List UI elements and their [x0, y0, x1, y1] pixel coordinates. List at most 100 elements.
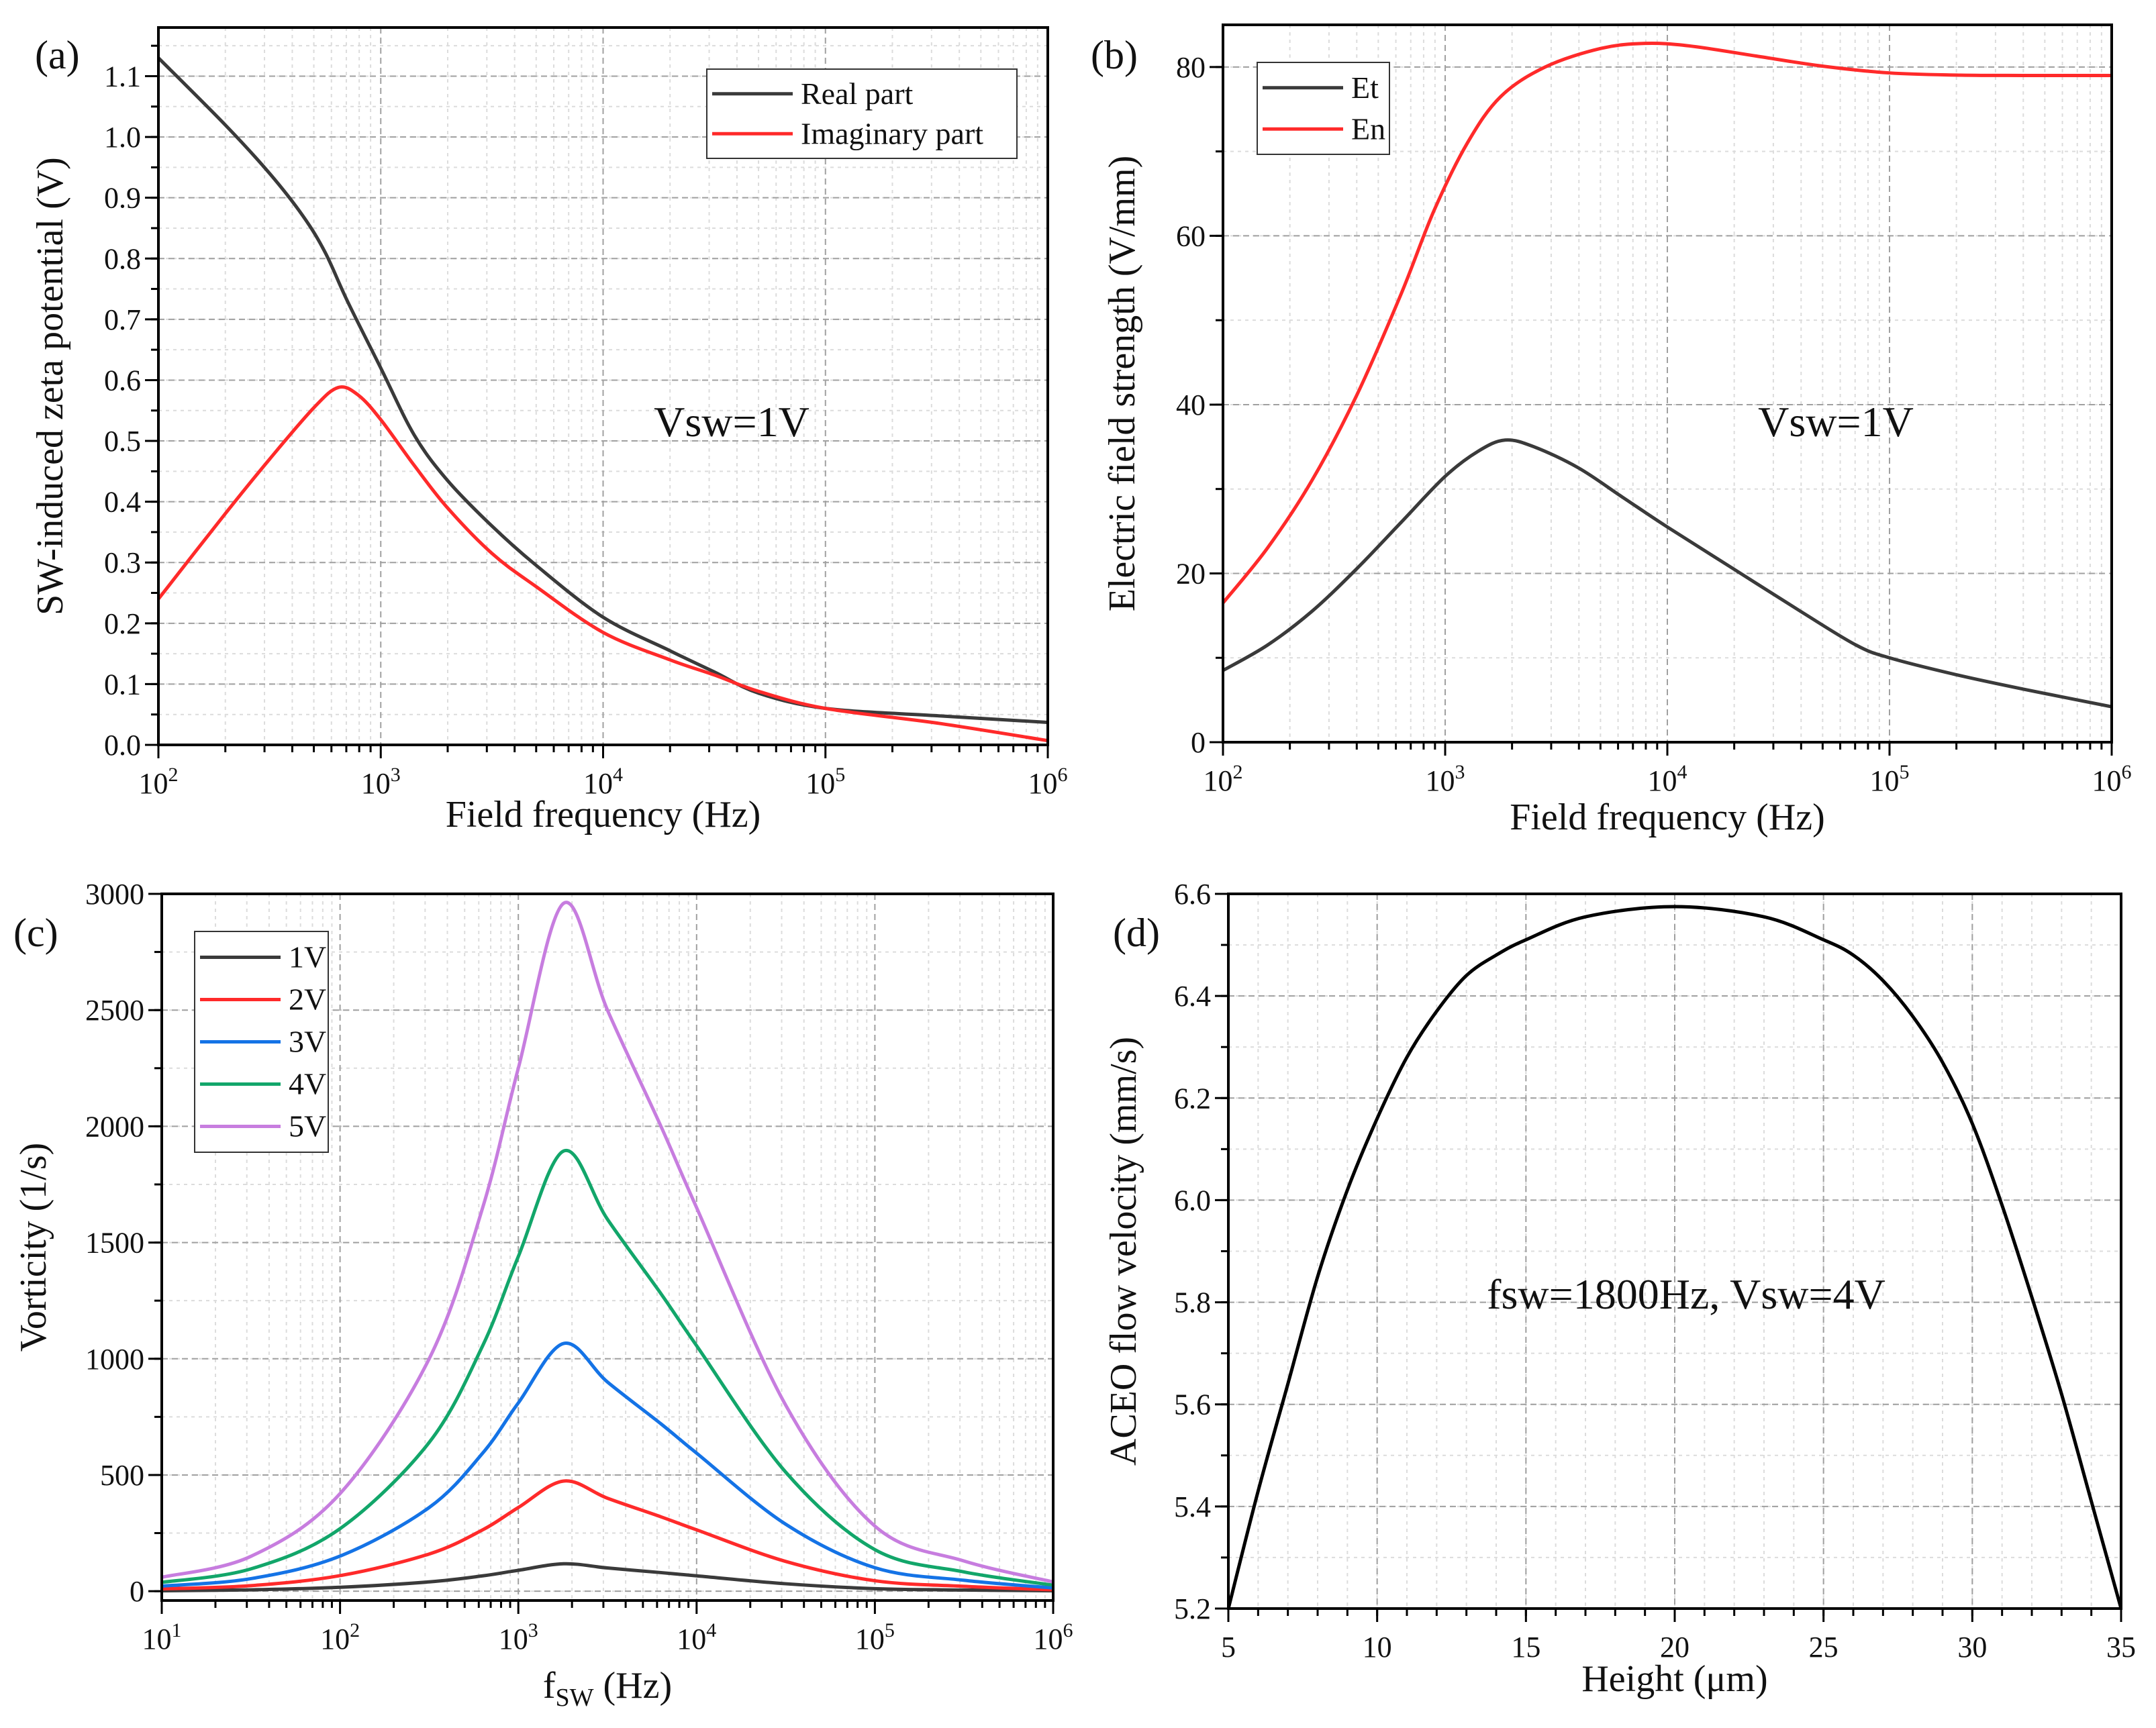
annotation: Vsw=1V [1758, 398, 1914, 446]
y-axis-label: ACEO flow velocity (mm/s) [1103, 1037, 1144, 1466]
x-axis-label: Field frequency (Hz) [446, 794, 761, 835]
legend: 1V 2V 3V 4V 5V [194, 931, 329, 1153]
x-label-sub: SW [556, 1684, 594, 1712]
x-label-main: f [543, 1665, 556, 1707]
grid [1228, 893, 2122, 1609]
y-tick-label: 6.4 [1174, 980, 1211, 1013]
y-tick-label: 0.3 [104, 546, 141, 579]
y-tick-label: 80 [1176, 51, 1206, 84]
y-tick-label: 40 [1176, 389, 1206, 421]
y-tick-label: 60 [1176, 219, 1206, 252]
tick-exponent: 2 [350, 1619, 360, 1641]
tick-base: 10 [805, 767, 835, 800]
chart-panel-a: 102 103 104 105 1060.00.10.20.30.40.50.60.70… [30, 26, 1068, 835]
x-tick-label: 15 [1511, 1631, 1540, 1664]
annotation: fsw=1800Hz, Vsw=4V [1487, 1270, 1885, 1318]
tick-exponent: 3 [391, 764, 401, 786]
y-tick-label: 3000 [85, 878, 144, 911]
y-tick-label: 0.9 [104, 182, 141, 215]
x-tick-label: 103 [1426, 761, 1465, 797]
x-tick-label: 104 [677, 1619, 716, 1656]
tick-exponent: 3 [1455, 761, 1465, 783]
legend-entry: 2V [289, 982, 326, 1017]
x-tick-label: 10 [1363, 1631, 1392, 1664]
tick-base: 10 [139, 767, 168, 800]
x-tick-label: 104 [1648, 761, 1687, 797]
tick-base: 10 [361, 767, 391, 800]
x-tick-label: 103 [361, 764, 401, 800]
x-tick-label: 105 [805, 764, 845, 800]
legend-entry: 1V [289, 940, 326, 974]
panel-label: (c) [13, 911, 58, 955]
chart-panel-d: 5 10 15 20 25 30 35 5.2 5.4 5.6 5.8 6.0 6.2 6.4 6.6 Hei… [1103, 878, 2136, 1700]
tick-base: 10 [1028, 767, 1058, 800]
x-tick-label: 101 [142, 1619, 182, 1656]
x-label-rest: (Hz) [594, 1665, 673, 1707]
legend-entry: Real part [801, 77, 914, 111]
legend-entry: Et [1351, 70, 1379, 105]
x-tick-label: 25 [1809, 1631, 1839, 1664]
series-line-3v [162, 1341, 1053, 1590]
y-tick-label: 1500 [85, 1227, 144, 1260]
y-tick-label: 0.1 [104, 668, 141, 701]
y-tick-label: 0.2 [104, 607, 141, 640]
tick-exponent: 6 [1063, 1619, 1073, 1641]
x-tick-label: 105 [855, 1619, 895, 1656]
y-tick-label: 0.4 [104, 486, 141, 519]
y-tick-label: 1000 [85, 1343, 144, 1376]
legend-box [706, 68, 1018, 159]
x-axis-label: fSW (Hz) [543, 1665, 672, 1712]
series-line-2v [162, 1479, 1053, 1592]
tick-exponent: 1 [172, 1619, 182, 1641]
tick-exponent: 5 [885, 1619, 895, 1641]
tick-exponent: 6 [1058, 764, 1068, 786]
y-tick-label: 0 [130, 1575, 144, 1608]
y-tick-label: 0.6 [104, 364, 141, 397]
y-tick-label: 5.2 [1174, 1592, 1211, 1625]
y-tick-label: 0 [1191, 726, 1206, 759]
tick-exponent: 4 [1677, 761, 1687, 783]
legend: Et En [1257, 62, 1390, 155]
y-tick-label: 0.7 [104, 303, 141, 336]
series-line-velocity [1228, 905, 2121, 1609]
legend-entry: 3V [289, 1025, 326, 1059]
x-tick-label: 104 [583, 764, 623, 800]
tick-exponent: 2 [168, 764, 179, 786]
x-tick-label: 102 [320, 1619, 360, 1656]
tick-base: 10 [1648, 764, 1677, 797]
tick-exponent: 5 [835, 764, 845, 786]
y-tick-label: 0.8 [104, 242, 141, 275]
tick-base: 10 [1870, 764, 1900, 797]
x-tick-label: 106 [2092, 761, 2132, 797]
tick-base: 10 [855, 1623, 885, 1656]
x-tick-label: 103 [499, 1619, 538, 1656]
tick-exponent: 4 [613, 764, 623, 786]
plot-frame [160, 893, 1055, 1602]
legend-entry: Imaginary part [801, 116, 983, 150]
legend-entry: 5V [289, 1109, 326, 1143]
y-tick-label: 500 [100, 1459, 144, 1492]
y-tick-label: 1.1 [104, 60, 141, 93]
y-tick-label: 2000 [85, 1110, 144, 1143]
x-tick-label: 106 [1028, 764, 1068, 800]
x-axis-label: Field frequency (Hz) [1510, 797, 1825, 838]
tick-base: 10 [320, 1623, 350, 1656]
x-tick-label: 20 [1660, 1631, 1689, 1664]
tick-exponent: 5 [1900, 761, 1910, 783]
y-axis-label: Electric field strength (V/mm) [1101, 156, 1143, 612]
y-tick-label: 2500 [85, 994, 144, 1027]
tick-exponent: 2 [1233, 761, 1243, 783]
tick-base: 10 [2092, 764, 2122, 797]
series-line-5v [162, 901, 1053, 1584]
tick-exponent: 3 [528, 1619, 538, 1641]
x-axis-label: Height (μm) [1581, 1658, 1767, 1700]
y-tick-label: 5.6 [1174, 1388, 1211, 1421]
y-axis-label: SW-induced zeta potential (V) [30, 157, 71, 615]
y-tick-label: 6.0 [1174, 1184, 1211, 1217]
series-line-1v [162, 1562, 1053, 1592]
x-tick-label: 106 [1034, 1619, 1073, 1656]
x-tick-label: 102 [1204, 761, 1243, 797]
tick-base: 10 [499, 1623, 528, 1656]
y-tick-label: 20 [1176, 557, 1206, 590]
